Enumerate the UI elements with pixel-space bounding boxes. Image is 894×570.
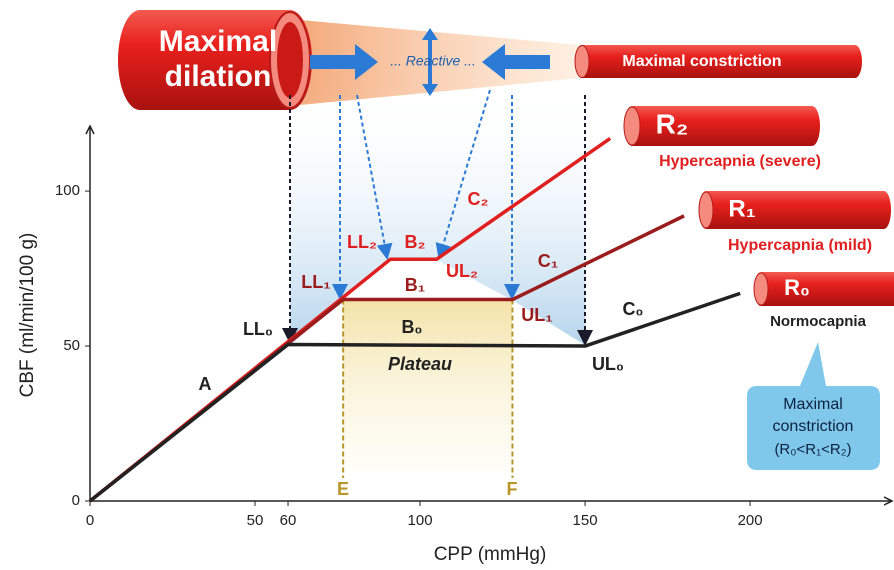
- x-tick-label: 100: [408, 512, 433, 529]
- annotation: C₂: [468, 189, 489, 209]
- y-tick-label: 100: [55, 182, 80, 199]
- annotation: C₁: [538, 251, 558, 271]
- y-tick-label: 50: [63, 337, 80, 354]
- annotation: E: [337, 479, 349, 499]
- x-tick-label: 50: [247, 512, 264, 529]
- reactive-label: ... Reactive ...: [390, 53, 476, 69]
- constriction-label: Maximal constriction: [622, 53, 781, 70]
- annotation: LL₂: [347, 232, 377, 252]
- x-tick-label: 150: [573, 512, 598, 529]
- callout-text: (R₀<R₁<R₂): [774, 441, 851, 458]
- y-axis-label: CBF (ml/min/100 g): [17, 233, 38, 398]
- annotation: UL₁: [521, 305, 552, 325]
- plateau-zone: [343, 300, 512, 470]
- x-tick-label: 60: [280, 512, 297, 529]
- callout-text: constriction: [773, 418, 854, 435]
- annotation: UL₂: [446, 261, 478, 281]
- dilation-label: Maximal: [159, 25, 277, 58]
- legend-entry: Hypercapnia (severe): [659, 153, 821, 170]
- dilation-label: dilation: [165, 60, 272, 93]
- annotation: B₁: [405, 275, 425, 295]
- annotation: B₂: [405, 232, 426, 252]
- annotation: C₀: [622, 299, 643, 319]
- annotation: UL₀: [592, 354, 624, 374]
- legend-entry: Normocapnia: [770, 313, 867, 330]
- annotation: LL₀: [243, 319, 273, 339]
- r1-label: R₁: [728, 195, 755, 222]
- annotation: F: [507, 479, 518, 499]
- annotation: B₀: [401, 317, 422, 337]
- annotation: A: [199, 374, 212, 394]
- x-tick-label: 200: [738, 512, 763, 529]
- x-axis-label: CPP (mmHg): [434, 544, 547, 565]
- chart: Maximal dilation Maximal constriction ..…: [0, 0, 894, 570]
- x-tick-label: 0: [86, 512, 94, 529]
- y-tick-label: 0: [72, 492, 80, 509]
- r2-label: R₂: [656, 108, 689, 139]
- annotation: LL₁: [301, 272, 330, 292]
- annotation: Plateau: [388, 354, 452, 374]
- callout-text: Maximal: [783, 396, 843, 413]
- legend-entry: Hypercapnia (mild): [728, 237, 872, 254]
- r0-label: R₀: [784, 275, 810, 300]
